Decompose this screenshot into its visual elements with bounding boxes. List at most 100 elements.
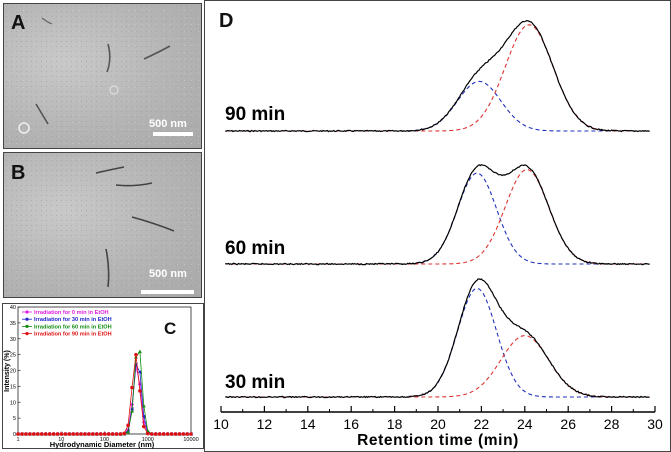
dls-y-tick-label: 0 (13, 432, 16, 438)
dls-point (181, 432, 185, 436)
dls-point (20, 432, 24, 436)
retention-trace-label: 30 min (225, 372, 285, 393)
dls-y-tick-label: 20 (10, 369, 16, 375)
dls-point (55, 432, 60, 436)
scale-label-a: 500 nm (149, 118, 187, 130)
dls-x-tick-label: 100 (100, 437, 109, 443)
dls-legend-marker (25, 310, 29, 314)
dls-point (177, 432, 182, 436)
dls-chart: 0 5 10 15 20 25 30 35 40 1 10 100 1000 10000 Irradiat… (2, 303, 204, 449)
panel-letter-c: C (164, 319, 176, 338)
dls-legend-marker (25, 324, 29, 328)
panel-letter-a: A (11, 12, 26, 34)
retention-trace (225, 164, 650, 266)
dls-point (157, 432, 162, 436)
retention-x-tick-label: 14 (300, 416, 316, 432)
dls-point (67, 432, 71, 436)
dls-point (86, 432, 91, 436)
dls-point (130, 385, 134, 390)
retention-chart-border (204, 0, 671, 452)
dls-point (24, 432, 28, 436)
scale-bar-a (153, 132, 193, 136)
dls-point (153, 432, 158, 436)
dls-y-tick-label: 15 (10, 384, 16, 390)
dls-x-axis-label: Hydrodynamic Diameter (nm) (50, 440, 155, 449)
dls-point (114, 432, 119, 436)
dls-point (137, 370, 142, 375)
dls-point (141, 414, 146, 419)
dls-x-tick-label: 1000 (142, 437, 154, 443)
dls-point (83, 432, 87, 436)
retention-x-tick-label: 16 (343, 416, 359, 432)
micrograph-b (3, 152, 202, 298)
dls-point (35, 432, 40, 436)
dls-point (110, 432, 115, 436)
dls-point (43, 432, 48, 436)
dls-point (98, 432, 103, 436)
dls-point (16, 432, 20, 436)
retention-x-tick-label: 22 (474, 416, 490, 432)
dls-point (126, 429, 131, 434)
dls-legend-label: Irradiation for 90 min in EtOH (34, 332, 112, 338)
dls-point (141, 420, 146, 425)
dls-point (161, 432, 166, 436)
dls-point (145, 431, 150, 436)
retention-trace-label: 60 min (225, 238, 285, 259)
dls-point (189, 432, 193, 436)
dls-y-axis-label: Intensity (%) (4, 350, 11, 392)
dls-point (149, 432, 154, 436)
retention-trace (225, 19, 650, 133)
dls-point (137, 349, 142, 354)
retention-trace (225, 278, 650, 399)
dls-point (134, 352, 138, 357)
dls-point (79, 432, 83, 436)
dls-plot-area (17, 306, 192, 435)
dls-point (63, 432, 67, 436)
dls-point (185, 432, 189, 436)
retention-x-tick-label: 30 (647, 416, 663, 432)
scale-label-b: 500 nm (149, 268, 187, 280)
dls-y-tick-label: 5 (13, 416, 16, 422)
dls-legend-label: Irradiation for 0 min in EtOH (34, 310, 109, 316)
dls-point (47, 432, 52, 436)
dls-point (122, 431, 126, 436)
dls-point (27, 432, 32, 436)
dls-point (94, 432, 99, 436)
dls-point (141, 403, 146, 408)
dls-legend-label: Irradiation for 60 min in EtOH (34, 324, 112, 330)
micrograph-a (3, 3, 202, 149)
retention-x-tick-label: 20 (430, 416, 446, 432)
dls-x-tick-label: 10000 (183, 437, 198, 443)
dls-x-tick-label: 1 (16, 437, 19, 443)
retention-x-tick-label: 28 (604, 416, 620, 432)
dls-chart-border (2, 303, 204, 449)
retention-trace-label: 90 min (225, 104, 285, 125)
retention-x-tick-label: 10 (213, 416, 229, 432)
dls-point (31, 432, 36, 436)
retention-x-tick-label: 18 (387, 416, 403, 432)
dls-point (118, 432, 123, 436)
dls-legend-marker (25, 317, 29, 321)
dls-point (138, 389, 142, 393)
dls-point (39, 432, 44, 436)
dls-point (59, 432, 64, 436)
retention-x-axis-label: Retention time (min) (357, 432, 519, 449)
dls-y-tick-label: 40 (10, 305, 16, 311)
dls-point (142, 424, 146, 429)
panel-letter-b: B (11, 162, 26, 184)
dls-point (71, 432, 75, 436)
dls-y-tick-label: 30 (10, 337, 16, 343)
retention-x-tick-label: 12 (257, 416, 273, 432)
dls-y-tick-label: 25 (10, 353, 16, 359)
retention-chart: 10 12 14 16 18 20 22 24 26 28 30 90 min 60 min 30 mi… (204, 0, 671, 452)
scale-bar-b (141, 290, 194, 294)
dls-point (169, 432, 174, 436)
retention-x-tick-label: 24 (517, 416, 533, 432)
dls-legend-label: Irradiation for 30 min in EtOH (34, 317, 112, 323)
dls-point (165, 432, 170, 436)
retention-x-tick-label: 26 (560, 416, 576, 432)
dls-point (106, 432, 111, 436)
dls-legend-marker (25, 332, 29, 336)
dls-point (130, 409, 135, 413)
dls-x-tick-label: 10 (58, 437, 64, 443)
